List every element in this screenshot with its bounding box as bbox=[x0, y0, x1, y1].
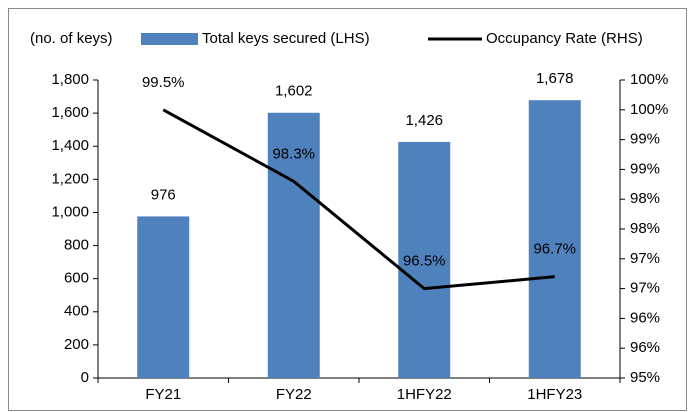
y-tick-label: 1,000 bbox=[51, 203, 89, 220]
y2-tick-label: 96% bbox=[630, 309, 660, 326]
x-tick-label: FY21 bbox=[145, 386, 181, 403]
y2-tick-label: 100% bbox=[630, 71, 668, 88]
bar bbox=[528, 100, 581, 378]
y2-tick-label: 97% bbox=[630, 250, 660, 267]
bar-label: 1,602 bbox=[275, 83, 313, 100]
y-tick-label: 1,600 bbox=[51, 104, 89, 121]
legend-label: Occupancy Rate (RHS) bbox=[486, 30, 643, 47]
line bbox=[162, 108, 555, 291]
line-label: 99.5% bbox=[142, 74, 185, 91]
x-tick-label: 1HFY23 bbox=[527, 386, 582, 403]
y2-tick-label: 98% bbox=[630, 190, 660, 207]
y-tick-label: 1,800 bbox=[51, 71, 89, 88]
bar bbox=[137, 216, 190, 378]
legend-swatch bbox=[141, 33, 198, 45]
y2-tick-label: 96% bbox=[630, 339, 660, 356]
legend-label: Total keys secured (LHS) bbox=[202, 30, 370, 47]
bar-label: 1,678 bbox=[536, 70, 574, 87]
bar bbox=[398, 141, 451, 378]
line-label: 98.3% bbox=[272, 145, 315, 162]
line-label: 96.5% bbox=[403, 253, 446, 270]
y2-tick-label: 98% bbox=[630, 220, 660, 237]
chart-border bbox=[8, 8, 687, 411]
bar-label: 976 bbox=[151, 186, 176, 203]
y-tick-label: 1,400 bbox=[51, 137, 89, 154]
y2-tick-label: 99% bbox=[630, 131, 660, 148]
y-tick-label: 600 bbox=[64, 270, 89, 287]
y2-tick-label: 99% bbox=[630, 160, 660, 177]
line-label: 96.7% bbox=[533, 241, 576, 258]
y2-tick-label: 97% bbox=[630, 280, 660, 297]
y-tick-label: 800 bbox=[64, 237, 89, 254]
bar bbox=[267, 112, 320, 378]
y-tick-label: 200 bbox=[64, 336, 89, 353]
y-tick-label: 0 bbox=[81, 369, 89, 386]
y-axis-label: (no. of keys) bbox=[30, 30, 113, 47]
y2-tick-label: 100% bbox=[630, 101, 668, 118]
y2-tick-label: 95% bbox=[630, 369, 660, 386]
bar-label: 1,426 bbox=[405, 112, 443, 129]
y-tick-label: 1,200 bbox=[51, 170, 89, 187]
x-tick-label: FY22 bbox=[276, 386, 312, 403]
x-tick-label: 1HFY22 bbox=[397, 386, 452, 403]
y-tick-label: 400 bbox=[64, 303, 89, 320]
